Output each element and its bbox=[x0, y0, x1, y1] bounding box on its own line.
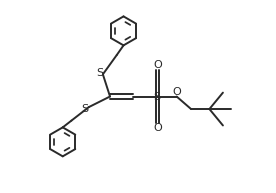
Text: S: S bbox=[96, 68, 103, 78]
Text: O: O bbox=[153, 123, 162, 133]
Text: S: S bbox=[82, 104, 89, 114]
Text: O: O bbox=[172, 87, 181, 97]
Text: S: S bbox=[154, 91, 161, 102]
Text: O: O bbox=[153, 60, 162, 70]
